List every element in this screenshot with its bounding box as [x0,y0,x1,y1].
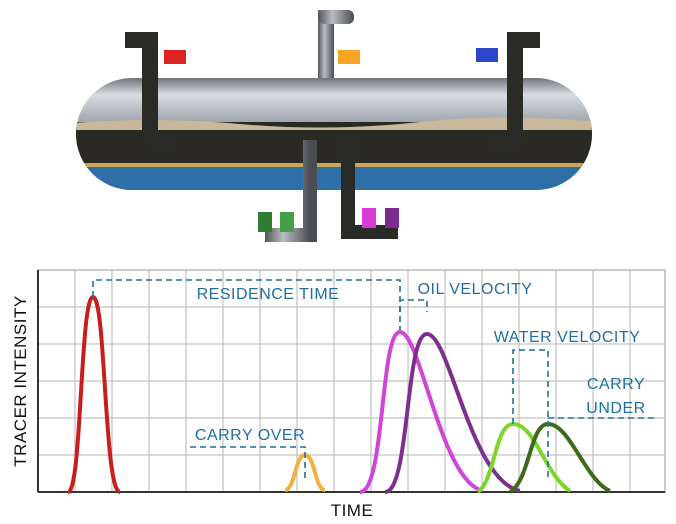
separator-vessel [76,10,592,242]
annotation: UNDER [586,400,645,417]
y-axis-label: TRACER INTENSITY [11,295,30,466]
annotation-lines [92,279,655,480]
annotation: CARRY OVER [195,427,305,444]
annotation: CARRY [587,376,645,393]
annotation: OIL VELOCITY [418,281,533,298]
annotation: RESIDENCE TIME [197,286,340,303]
x-axis-label: TIME [331,501,374,520]
annotation: WATER VELOCITY [494,329,641,346]
